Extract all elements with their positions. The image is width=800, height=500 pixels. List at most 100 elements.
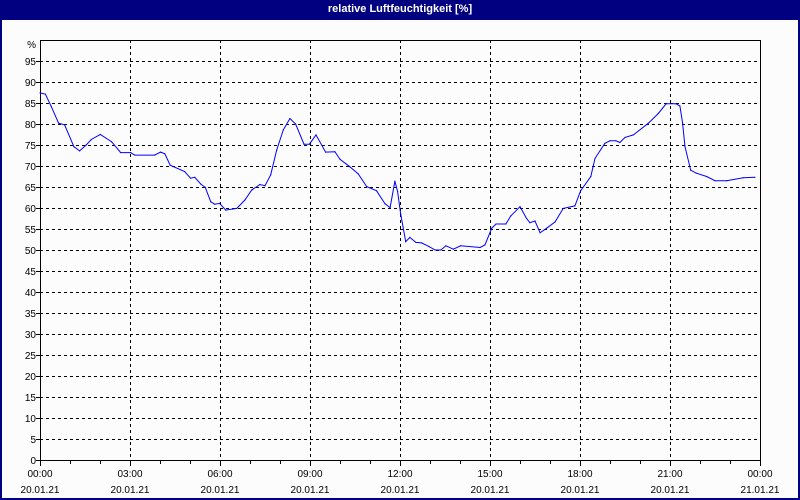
data-point — [440, 249, 442, 251]
x-tick-time-label: 21:00 — [657, 469, 682, 480]
data-point — [665, 103, 667, 105]
data-point — [695, 172, 697, 174]
data-point — [679, 105, 681, 107]
data-point — [349, 166, 351, 168]
data-point — [325, 151, 327, 153]
data-point — [214, 203, 216, 205]
window-title: relative Luftfeuchtigkeit [%] — [327, 3, 473, 15]
data-point — [225, 209, 227, 211]
x-tick-date-label: 20.01.21 — [471, 485, 510, 496]
data-point — [39, 92, 41, 94]
data-point — [452, 248, 454, 250]
data-point — [210, 201, 212, 203]
data-point — [574, 205, 576, 207]
data-point — [164, 153, 166, 155]
x-tick-time-label: 18:00 — [567, 469, 592, 480]
data-point — [376, 190, 378, 192]
data-point — [495, 223, 497, 225]
data-point — [505, 223, 507, 225]
data-point — [200, 183, 202, 185]
x-tick-time-label: 06:00 — [207, 469, 232, 480]
humidity-series-line — [39, 92, 755, 251]
data-point — [270, 174, 272, 176]
data-point — [90, 138, 92, 141]
data-point — [276, 149, 278, 151]
data-point — [690, 169, 692, 171]
data-point — [714, 180, 716, 182]
humidity-chart: 0 5 10 15 20 25 30 35 40 45 50 55 60 65 70 75 80 85 90 95% 0… — [21, 40, 780, 496]
x-tick-date-label: 20.01.21 — [201, 485, 240, 496]
data-point — [236, 207, 238, 210]
y-tick-label: 85 — [25, 99, 37, 110]
y-tick-label: 75 — [25, 141, 37, 152]
data-point — [434, 249, 436, 251]
data-point — [120, 151, 122, 154]
x-tick-time-label: 00:00 — [27, 469, 52, 480]
data-point — [632, 134, 635, 136]
x-tick-time-label: 15:00 — [477, 469, 502, 480]
data-point — [415, 241, 417, 244]
data-point — [445, 245, 447, 247]
data-point — [405, 241, 407, 243]
x-tick-date-label: 20.01.21 — [21, 485, 60, 496]
y-tick-label: 60 — [25, 204, 37, 215]
data-point — [460, 245, 462, 247]
data-point — [706, 175, 708, 178]
data-point — [130, 151, 132, 154]
x-tick-date-label: 20.01.21 — [651, 485, 690, 496]
y-axis-unit-label: % — [27, 40, 36, 51]
data-point — [624, 136, 626, 139]
y-tick-label: 90 — [25, 78, 37, 89]
data-point — [282, 129, 284, 131]
y-tick-label: 65 — [25, 183, 37, 194]
data-point — [50, 106, 53, 108]
data-point — [303, 143, 305, 145]
y-tick-label: 95 — [25, 57, 37, 68]
y-tick-label: 55 — [25, 225, 37, 236]
data-point — [484, 244, 486, 246]
data-point — [110, 141, 112, 143]
y-tick-label: 20 — [25, 372, 37, 383]
y-tick-label: 0 — [30, 456, 36, 467]
x-tick-date-label: 21.01.21 — [741, 485, 780, 496]
data-point — [394, 180, 396, 182]
data-point — [594, 157, 596, 160]
y-tick-label: 25 — [25, 351, 37, 362]
data-point — [554, 221, 556, 223]
data-point — [64, 124, 66, 126]
data-point — [615, 140, 617, 142]
data-point — [519, 206, 521, 208]
x-tick-date-label: 20.01.21 — [111, 485, 150, 496]
data-point — [219, 202, 221, 204]
data-point — [259, 183, 261, 186]
data-point — [590, 175, 592, 178]
data-point — [479, 246, 481, 249]
data-point — [400, 212, 402, 215]
data-point — [190, 177, 192, 179]
y-tick-label: 50 — [25, 246, 37, 257]
data-point — [684, 146, 686, 148]
data-point — [99, 133, 101, 136]
data-point — [409, 236, 411, 238]
data-point — [491, 227, 493, 229]
data-point — [204, 186, 206, 189]
y-tick-label: 35 — [25, 309, 37, 320]
y-tick-label: 70 — [25, 162, 37, 173]
data-point — [754, 176, 756, 178]
data-point — [264, 185, 266, 187]
data-point — [315, 134, 317, 136]
y-tick-label: 15 — [25, 393, 37, 404]
data-point — [562, 207, 564, 210]
plot-frame — [40, 40, 761, 461]
y-tick-label: 5 — [30, 435, 36, 446]
data-point — [539, 232, 541, 234]
data-point — [357, 173, 359, 175]
data-point — [85, 144, 87, 146]
data-point — [169, 164, 171, 166]
data-point — [194, 176, 196, 178]
x-tick-time-label: 09:00 — [297, 469, 322, 480]
data-point — [384, 203, 386, 205]
data-point — [184, 170, 186, 173]
data-point — [244, 199, 246, 201]
data-point — [289, 117, 291, 120]
